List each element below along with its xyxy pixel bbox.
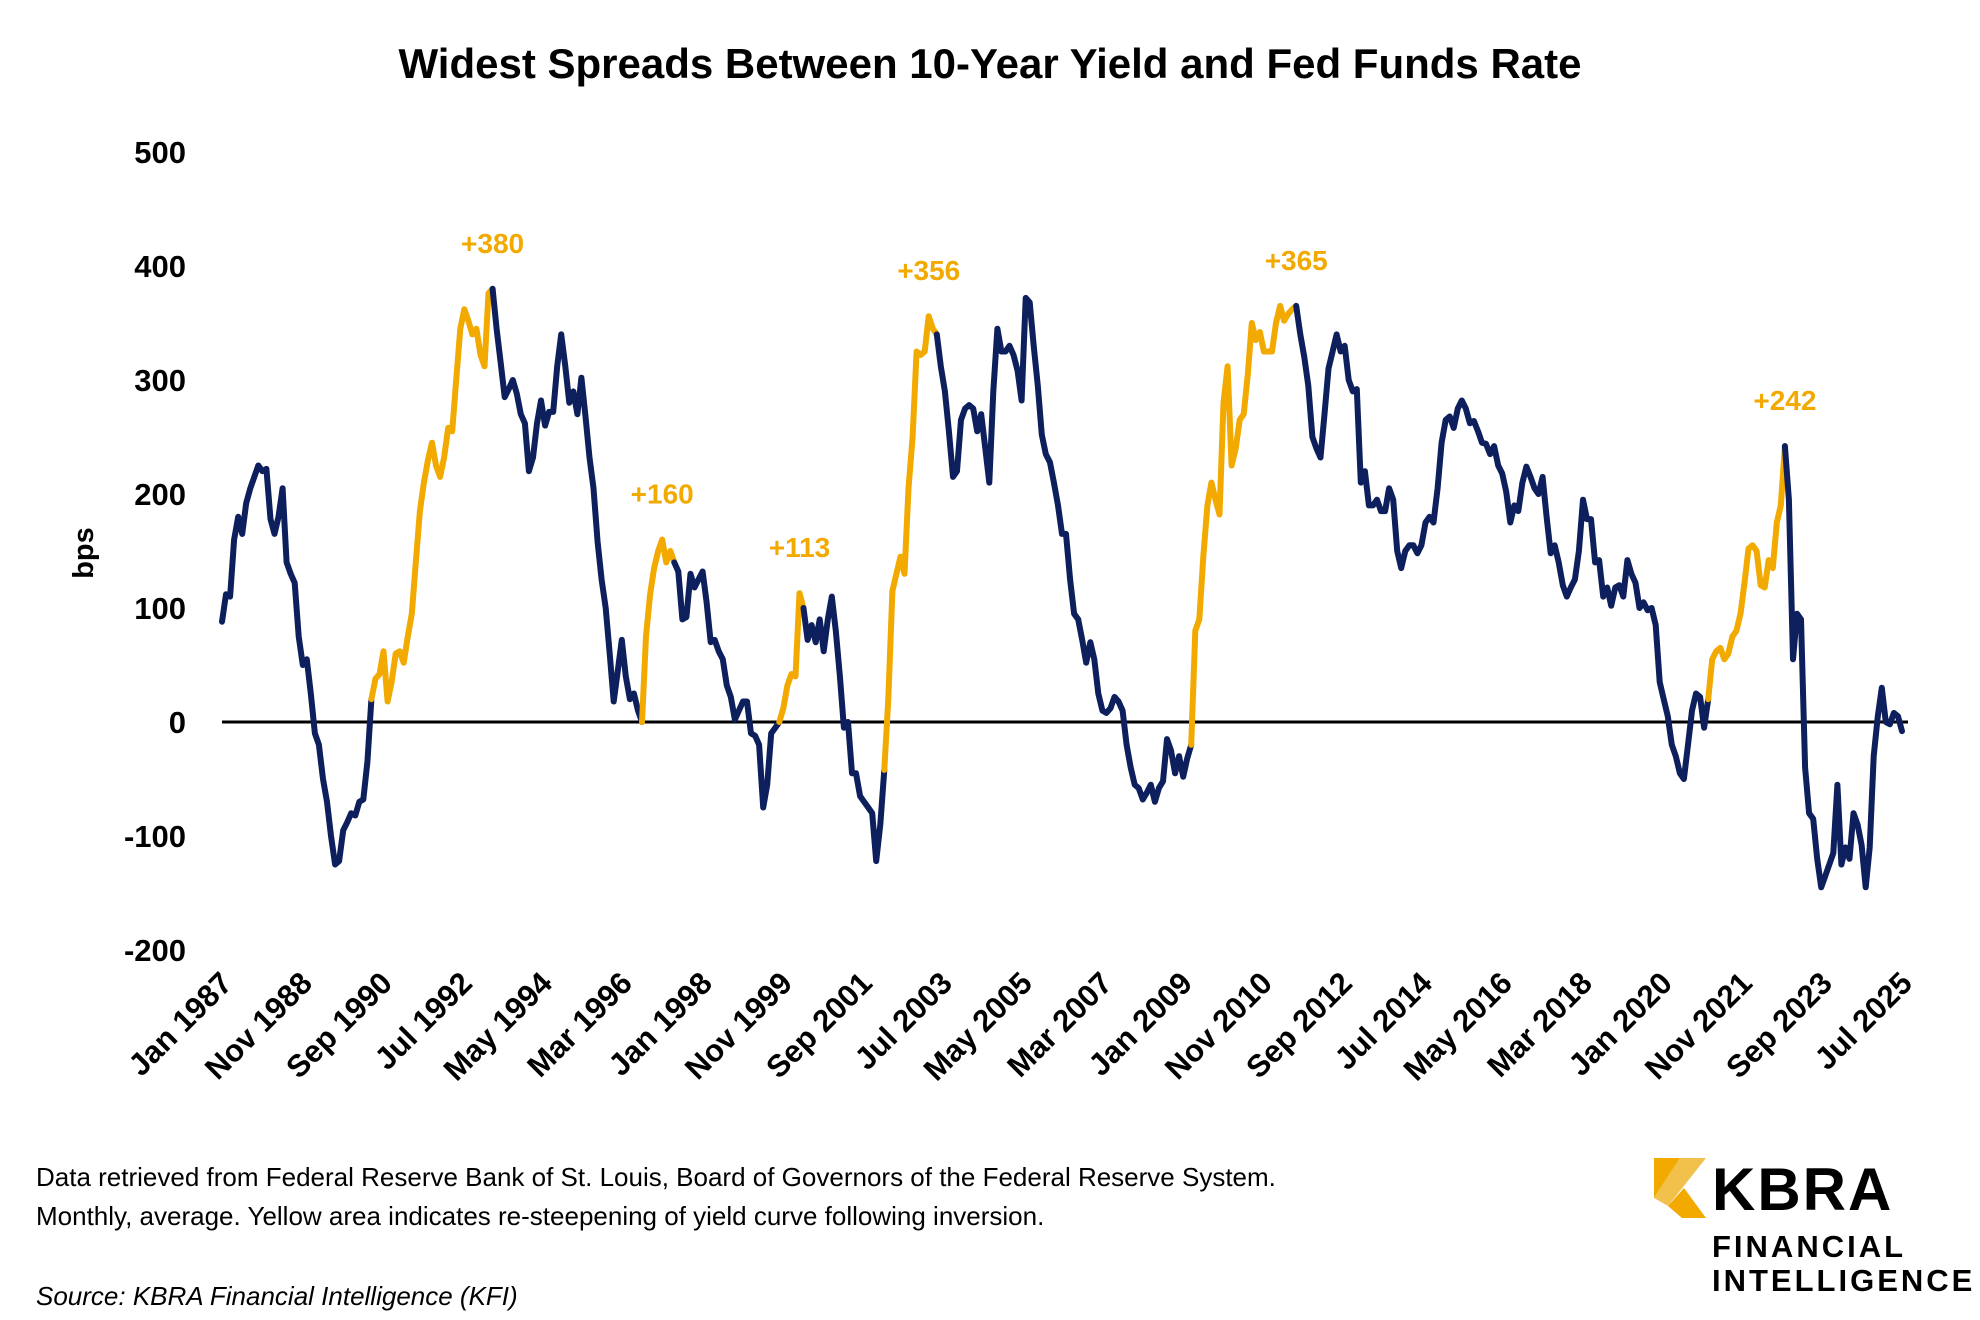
resteepening-segment-1 xyxy=(368,285,496,705)
y-tick-label: 0 xyxy=(169,705,186,740)
logo-line-financial: FINANCIAL xyxy=(1712,1229,1907,1264)
peak-label: +242 xyxy=(1753,385,1816,416)
y-tick-label: 200 xyxy=(134,477,186,512)
kbra-logo: KBRA FINANCIAL INTELLIGENCE xyxy=(1654,1156,1972,1298)
chart-title: Widest Spreads Between 10-Year Yield and… xyxy=(398,40,1582,87)
peak-annotations: +380 +160 +113 +356 +365 +242 xyxy=(461,228,1816,563)
peak-label: +380 xyxy=(461,228,524,259)
y-axis-label: bps xyxy=(68,527,100,579)
y-tick-label: -200 xyxy=(124,933,186,968)
y-tick-label: 100 xyxy=(134,591,186,626)
spread-segment-10 xyxy=(1293,302,1712,782)
spread-segment-0 xyxy=(219,462,375,868)
y-tick-label: 300 xyxy=(134,363,186,398)
kbra-k-icon xyxy=(1654,1158,1706,1218)
source-note: Source: KBRA Financial Intelligence (KFI… xyxy=(36,1281,518,1311)
resteepening-segment-11 xyxy=(1705,443,1788,703)
spread-segment-12 xyxy=(1781,443,1905,891)
footnote: Data retrieved from Federal Reserve Bank… xyxy=(36,1158,1536,1236)
logo-line-intelligence: INTELLIGENCE xyxy=(1712,1263,1976,1298)
spread-segment-4 xyxy=(671,559,783,811)
y-axis: 500 400 300 200 100 0 -100 -200 xyxy=(124,135,186,968)
spread-segment-8 xyxy=(933,294,1195,805)
spread-segment-6 xyxy=(800,593,888,865)
y-tick-label: 400 xyxy=(134,249,186,284)
footnote-line-1: Data retrieved from Federal Reserve Bank… xyxy=(36,1162,1276,1192)
y-tick-label: -100 xyxy=(124,819,186,854)
y-tick-label: 500 xyxy=(134,135,186,170)
resteepening-segment-9 xyxy=(1188,302,1300,748)
peak-label: +160 xyxy=(631,479,694,510)
peak-label: +365 xyxy=(1265,245,1328,276)
peak-label: +113 xyxy=(769,532,831,563)
logo-brand: KBRA xyxy=(1712,1156,1894,1223)
resteepening-segment-3 xyxy=(639,536,678,725)
resteepening-segment-7 xyxy=(881,313,940,773)
footnote-line-2: Monthly, average. Yellow area indicates … xyxy=(36,1201,1045,1231)
resteepening-segment-5 xyxy=(776,590,807,725)
peak-label: +356 xyxy=(897,255,960,286)
spread-segment-2 xyxy=(489,285,645,725)
series-group xyxy=(219,285,1905,891)
